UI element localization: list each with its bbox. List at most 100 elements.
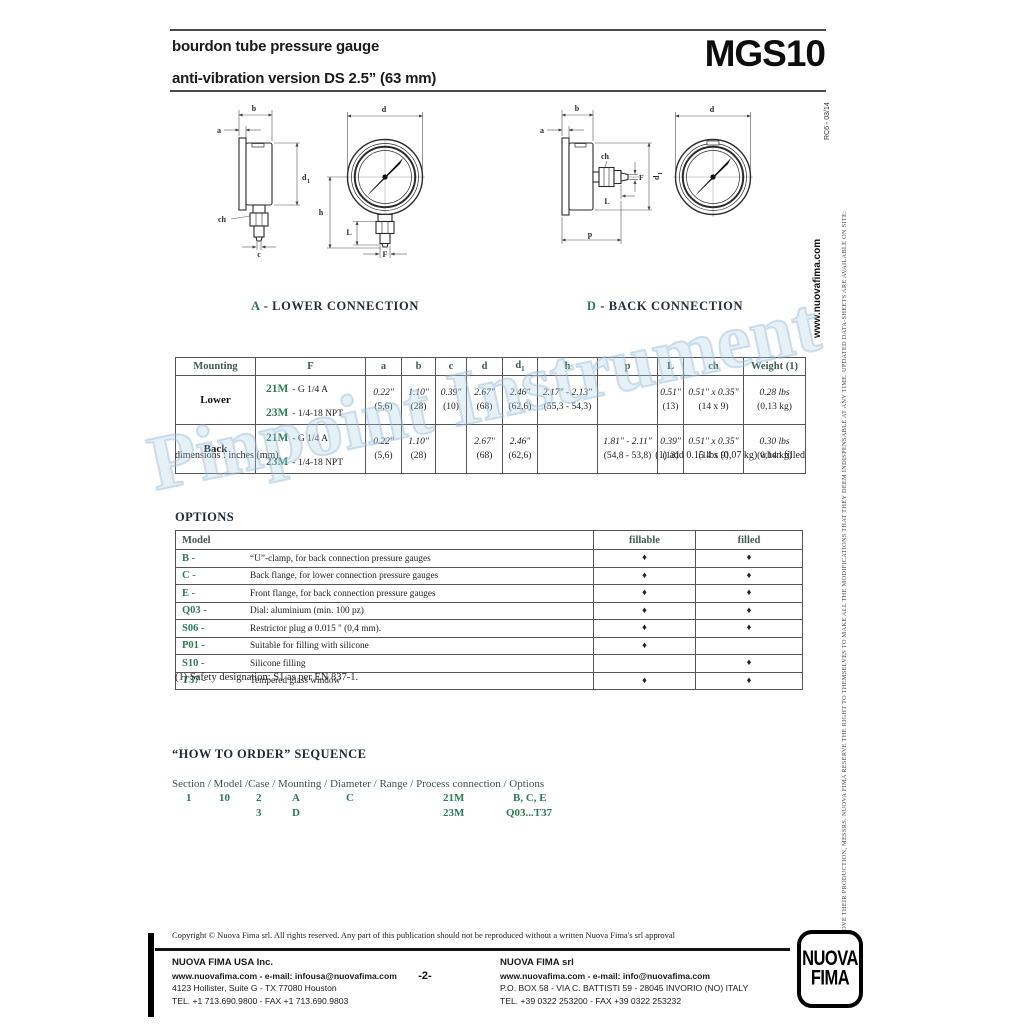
top-rule bbox=[170, 29, 826, 31]
cell-ch: 0.51" x 0.35" (14 x 9) bbox=[683, 375, 744, 425]
copyright-line: Copyright © Nuova Fima srl. All rights r… bbox=[172, 930, 676, 940]
order-sequence-line: Section / Model /Case / Mounting / Diame… bbox=[172, 778, 545, 790]
dim-label-d1-sub: 1 bbox=[307, 179, 310, 185]
contact-usa: www.nuovafima.com - e-mail: infousa@nuov… bbox=[172, 970, 397, 981]
dims-row-lower: Lower 21M - G 1/4 A 23M - 1/4-18 NPT 0.2… bbox=[175, 375, 806, 425]
filled-mark: ♦ bbox=[695, 601, 803, 620]
cell-b: 1.10" (28) bbox=[401, 375, 436, 425]
option-row: T37 - Tempered glass window ♦ ♦ bbox=[175, 671, 803, 690]
option-model: B - “U”-clamp, for back connection pressu… bbox=[175, 549, 594, 568]
page-title: bourdon tube pressure gauge bbox=[172, 38, 380, 55]
dim-label-L: L bbox=[346, 228, 351, 237]
drawing-label-lower-text: - LOWER CONNECTION bbox=[259, 299, 419, 313]
dimensions-note: dimensions : inches (mm) bbox=[175, 450, 279, 461]
cell-h bbox=[537, 424, 598, 474]
model-code: MGS10 bbox=[704, 33, 826, 74]
filled-mark: ♦ bbox=[695, 584, 803, 603]
col-d1: d1 bbox=[502, 357, 538, 376]
order-process-value: 23M bbox=[443, 807, 465, 819]
cell-c bbox=[435, 424, 467, 474]
dim-label-d1: d bbox=[302, 173, 307, 182]
col-model: Model bbox=[175, 530, 594, 550]
cell-b: 1.10" (28) bbox=[401, 424, 436, 474]
cell-d: 2.67" (68) bbox=[466, 424, 503, 474]
header-rule bbox=[170, 90, 826, 92]
option-model: P01 - Suitable for filling with silicone bbox=[175, 636, 594, 655]
dim-label-a: a bbox=[217, 126, 221, 135]
dim-label-d1: d bbox=[652, 175, 661, 180]
dims-header-row: Mounting F a b c d d1 h p L ch Weight (1… bbox=[175, 357, 806, 376]
cell-weight: 0.28 lbs (0,13 kg) bbox=[743, 375, 806, 425]
fillable-mark: ♦ bbox=[593, 549, 696, 568]
logo-line2: FIMA bbox=[810, 966, 850, 990]
dimension-lines bbox=[224, 110, 424, 258]
cell-d1: 2.46" (62,6) bbox=[502, 424, 538, 474]
option-model: C - Back flange, for lower connection pre… bbox=[175, 566, 594, 585]
fillable-mark bbox=[593, 654, 696, 673]
scan-edge-strip bbox=[148, 933, 154, 1017]
cell-c: 0.39" (10) bbox=[435, 375, 467, 425]
option-model: Q03 - Dial: aluminium (min. 100 pz) bbox=[175, 601, 594, 620]
cell-weight: 0.30 lbs (0,14 kg) bbox=[743, 424, 806, 474]
filled-mark: ♦ bbox=[695, 566, 803, 585]
option-row: S10 - Silicone filling ♦ bbox=[175, 654, 803, 673]
cell-p: 1.81" - 2.11" (54,8 - 53,8) bbox=[597, 424, 658, 474]
gauge-front-view bbox=[674, 138, 752, 216]
mounting-code-a: A bbox=[251, 299, 260, 313]
cell-a: 0.22" (5,6) bbox=[365, 424, 402, 474]
cell-d1: 2.46" (62,6) bbox=[502, 375, 538, 425]
dim-label-p: p bbox=[588, 230, 593, 239]
street-italy: P.O. BOX 58 - VIA C. BATTISTI 59 - 28045… bbox=[500, 983, 749, 994]
dimension-labels: b a ch F d 1 L p d bbox=[540, 104, 715, 239]
options-header-row: Model fillable filled bbox=[175, 530, 803, 550]
filled-mark: ♦ bbox=[695, 654, 803, 673]
cell-a: 0.22" (5,6) bbox=[365, 375, 402, 425]
order-mounting-value: A bbox=[292, 792, 300, 804]
dim-label-d1-sub: 1 bbox=[658, 172, 664, 175]
dim-label-b: b bbox=[252, 104, 257, 113]
dim-label-b: b bbox=[575, 104, 580, 113]
col-p: p bbox=[597, 357, 658, 376]
page-subtitle: anti-vibration version DS 2.5” (63 mm) bbox=[172, 70, 437, 87]
col-a: a bbox=[365, 357, 402, 376]
option-row: E - Front flange, for back connection pre… bbox=[175, 584, 803, 603]
dim-label-F: F bbox=[383, 250, 388, 259]
cell-h: 2.17" - 2.13" (55,3 - 54,3) bbox=[537, 375, 598, 425]
col-fillable: fillable bbox=[593, 530, 696, 550]
col-b: b bbox=[401, 357, 436, 376]
cell-L: 0.51" (13) bbox=[657, 375, 684, 425]
filled-mark: ♦ bbox=[695, 549, 803, 568]
gauge-side-view bbox=[238, 137, 273, 242]
drawing-lower-connection: b a d 1 ch c d h L F bbox=[217, 104, 425, 259]
gauge-front-view bbox=[346, 138, 424, 248]
order-mounting-value: D bbox=[292, 807, 300, 819]
cell-ch: 0.51" x 0.35" (14 x 9) bbox=[683, 424, 744, 474]
option-model: T37 - Tempered glass window bbox=[175, 671, 594, 690]
phone-usa: TEL. +1 713.690.9800 - FAX +1 713.690.98… bbox=[172, 995, 349, 1006]
cell-mounting: Lower bbox=[175, 375, 256, 425]
dim-label-L: L bbox=[604, 197, 609, 206]
cell-process-connection: 21M - G 1/4 A 23M - 1/4-18 NPT bbox=[255, 375, 366, 425]
contact-italy: www.nuovafima.com - e-mail: info@nuovafi… bbox=[500, 970, 711, 981]
document-revision-code: RC6 - 03/14 bbox=[824, 102, 831, 140]
col-weight: Weight (1) bbox=[743, 357, 806, 376]
options-table: Model fillable filled B - “U”-clamp, for … bbox=[175, 530, 803, 690]
option-model: S06 - Restrictor plug ø 0.015 " (0,4 mm). bbox=[175, 619, 594, 638]
logo-line1: NUOVA bbox=[802, 946, 858, 971]
filled-mark bbox=[695, 636, 803, 655]
options-title: OPTIONS bbox=[175, 510, 235, 524]
fillable-mark: ♦ bbox=[593, 601, 696, 620]
col-filled: filled bbox=[695, 530, 803, 550]
col-d: d bbox=[466, 357, 503, 376]
order-options-value: B, C, E bbox=[513, 792, 547, 804]
option-row: P01 - Suitable for filling with silicone … bbox=[175, 636, 803, 655]
fillable-mark: ♦ bbox=[593, 619, 696, 638]
side-disclaimer: IN ORDER TO IMPROVE THEIR PRODUCTION, ME… bbox=[841, 210, 848, 992]
cell-process-connection: 21M - G 1/4 A 23M - 1/4-18 NPT bbox=[255, 424, 366, 474]
cell-p bbox=[597, 375, 658, 425]
option-row: B - “U”-clamp, for back connection pressu… bbox=[175, 549, 803, 568]
address-usa: NUOVA FIMA USA Inc. www.nuovafima.com - … bbox=[172, 956, 397, 1007]
dim-label-h: h bbox=[319, 208, 324, 217]
order-model-value: 10 bbox=[219, 792, 230, 804]
